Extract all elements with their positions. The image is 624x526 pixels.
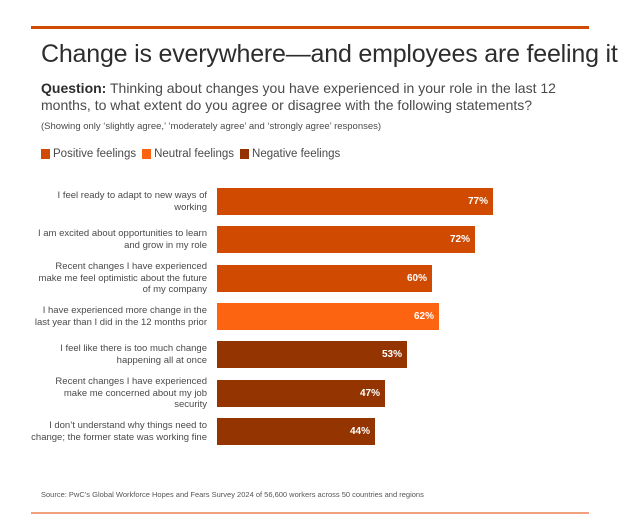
question-text: Question: Thinking about changes you hav…: [41, 80, 591, 114]
bar-value-label: 53%: [381, 349, 402, 360]
response-note: (Showing only ‘slightly agree,’ ‘moderat…: [41, 121, 382, 132]
bar-value-label: 77%: [467, 196, 488, 207]
bar-category-label: I am excited about opportunities to lear…: [38, 228, 207, 251]
bar: 60%: [217, 265, 432, 292]
bar-category-label: I feel like there is too much change hap…: [60, 343, 207, 366]
source-note: Source: PwC’s Global Workforce Hopes and…: [41, 490, 424, 499]
bar: 53%: [217, 341, 407, 368]
bar-category-label: I feel ready to adapt to new ways of wor…: [57, 190, 207, 213]
bar-category-label: Recent changes I have experienced make m…: [55, 376, 207, 410]
bar-category-label: I don’t understand why things need to ch…: [31, 420, 207, 443]
bar-value-label: 62%: [413, 311, 434, 322]
bar-value-label: 47%: [359, 388, 380, 399]
chart-title: Change is everywhere—and employees are f…: [41, 40, 618, 68]
bar-category-label: Recent changes I have experienced make m…: [38, 261, 207, 295]
legend-label: Positive feelings: [53, 148, 137, 160]
legend-item: Neutral feelings: [142, 148, 234, 160]
legend-item: Positive feelings: [41, 148, 136, 160]
legend: Positive feelings Neutral feelings Negativ…: [41, 148, 346, 160]
bar: 72%: [217, 226, 475, 253]
legend-item: Negative feelings: [240, 148, 340, 160]
bar-value-label: 60%: [406, 273, 427, 284]
bar: 62%: [217, 303, 439, 330]
legend-label: Negative feelings: [252, 148, 341, 160]
legend-swatch: [240, 149, 250, 159]
legend-label: Neutral feelings: [154, 148, 235, 160]
question-label: Question:: [41, 80, 107, 96]
bar: 77%: [217, 188, 493, 215]
top-accent-rule: [31, 26, 589, 29]
question-body: Thinking about changes you have experien…: [41, 80, 556, 113]
bar-value-label: 44%: [349, 426, 370, 437]
bar-category-label: I have experienced more change in the la…: [34, 305, 207, 328]
bottom-rule: [31, 512, 589, 514]
legend-swatch: [142, 149, 152, 159]
legend-swatch: [41, 149, 50, 159]
bar-value-label: 72%: [449, 234, 470, 245]
bar: 47%: [217, 380, 385, 407]
bar: 44%: [217, 418, 375, 445]
